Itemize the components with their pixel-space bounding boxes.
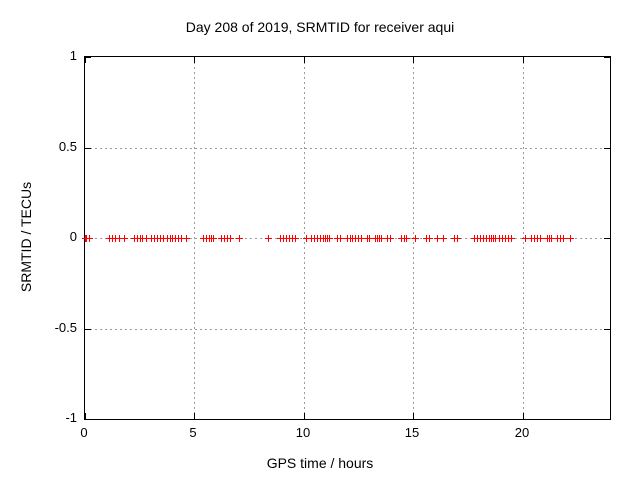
y-tick-label: 1 — [69, 48, 77, 63]
x-tick-bottom — [413, 413, 414, 419]
data-point-marker — [112, 235, 119, 242]
data-point-marker — [537, 235, 544, 242]
chart-title: Day 208 of 2019, SRMTID for receiver aqu… — [185, 19, 455, 35]
y-tick-right — [604, 329, 610, 330]
data-point-marker — [86, 235, 93, 242]
data-point-marker — [403, 235, 410, 242]
data-point-marker — [492, 235, 499, 242]
x-tick-bottom — [194, 413, 195, 419]
data-point-marker — [326, 235, 333, 242]
data-point-marker — [440, 235, 447, 242]
data-point-marker — [121, 235, 128, 242]
data-point-marker — [366, 235, 373, 242]
x-tick-label: 0 — [80, 425, 88, 440]
data-point-marker — [560, 235, 567, 242]
x-tick-top — [523, 57, 524, 63]
y-axis-label: SRMTID / TECUs — [18, 181, 34, 293]
data-point-marker — [183, 235, 190, 242]
y-tick-right — [604, 57, 610, 58]
y-tick-right — [604, 148, 610, 149]
data-point-marker — [522, 235, 529, 242]
data-point-marker — [434, 235, 441, 242]
gridline-horizontal — [85, 148, 610, 149]
y-tick-left — [85, 419, 91, 420]
y-tick-label: 0.5 — [58, 139, 77, 154]
data-point-marker — [358, 235, 365, 242]
data-point-marker — [160, 235, 167, 242]
data-point-marker — [265, 235, 272, 242]
y-tick-right — [604, 419, 610, 420]
data-point-marker — [508, 235, 515, 242]
data-point-marker — [387, 235, 394, 242]
x-tick-top — [194, 57, 195, 63]
data-point-marker — [227, 235, 234, 242]
x-tick-bottom — [304, 413, 305, 419]
data-point-marker — [426, 235, 433, 242]
x-tick-label: 15 — [404, 425, 420, 440]
x-tick-label: 20 — [514, 425, 530, 440]
y-tick-left — [85, 57, 91, 58]
data-point-marker — [378, 235, 385, 242]
data-point-marker — [143, 235, 150, 242]
x-tick-label: 10 — [295, 425, 311, 440]
data-point-marker — [210, 235, 217, 242]
data-point-marker — [139, 235, 146, 242]
x-tick-bottom — [85, 413, 86, 419]
y-tick-label: -0.5 — [54, 320, 77, 335]
data-point-marker — [337, 235, 344, 242]
y-tick-right — [604, 238, 610, 239]
y-tick-label: -1 — [65, 410, 77, 425]
y-tick-left — [85, 148, 91, 149]
data-point-marker — [292, 235, 299, 242]
gridline-horizontal — [85, 329, 610, 330]
x-tick-top — [413, 57, 414, 63]
data-point-marker — [236, 235, 243, 242]
data-point-marker — [548, 235, 555, 242]
data-point-marker — [412, 235, 419, 242]
data-point-marker — [178, 235, 185, 242]
x-axis-label: GPS time / hours — [266, 455, 374, 471]
y-tick-left — [85, 329, 91, 330]
plot-area — [82, 56, 611, 420]
data-point-marker — [303, 235, 310, 242]
x-tick-bottom — [523, 413, 524, 419]
data-point-marker — [116, 235, 123, 242]
x-tick-top — [85, 57, 86, 63]
data-point-marker — [454, 235, 461, 242]
data-point-marker — [567, 235, 574, 242]
x-tick-label: 5 — [189, 425, 197, 440]
x-tick-top — [304, 57, 305, 63]
y-tick-label: 0 — [69, 229, 77, 244]
